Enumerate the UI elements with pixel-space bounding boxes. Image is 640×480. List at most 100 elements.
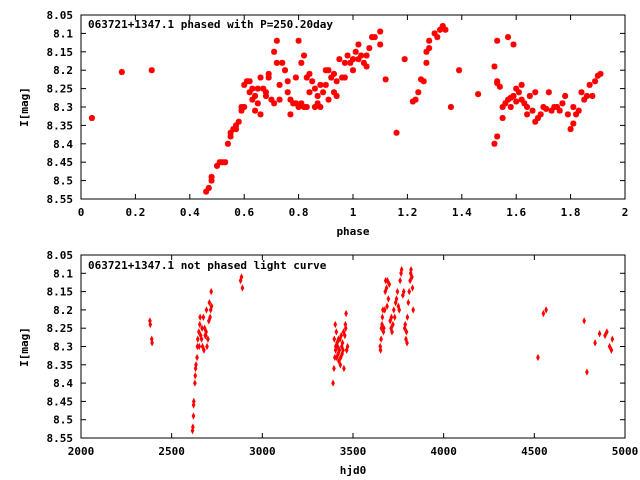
data-point bbox=[195, 335, 200, 343]
data-point bbox=[578, 89, 585, 96]
y-tick-label: 8.5 bbox=[53, 175, 73, 188]
data-point bbox=[403, 320, 408, 329]
data-point bbox=[343, 331, 347, 340]
data-point bbox=[306, 70, 313, 77]
data-point bbox=[191, 412, 196, 420]
data-point bbox=[610, 335, 615, 343]
y-tick-label: 8.15 bbox=[47, 46, 74, 59]
data-point bbox=[515, 89, 522, 96]
data-point bbox=[534, 115, 541, 122]
data-point bbox=[214, 162, 220, 169]
data-point bbox=[391, 306, 396, 314]
data-point bbox=[426, 45, 433, 52]
data-point bbox=[524, 111, 531, 118]
x-tick-label: 0.2 bbox=[125, 206, 145, 219]
data-point bbox=[385, 302, 389, 310]
data-point bbox=[529, 107, 536, 114]
data-point bbox=[195, 353, 199, 362]
phased-plot-panel: 0 0.2 0.4 0.6 0.8 1 1.2 1.4 1.6 1.8 2 8.058.18.158… bbox=[18, 9, 628, 238]
data-point bbox=[295, 37, 302, 44]
data-point bbox=[199, 335, 204, 343]
data-point bbox=[198, 313, 202, 321]
data-point bbox=[200, 324, 204, 332]
data-point bbox=[377, 41, 384, 48]
data-point bbox=[350, 67, 356, 74]
y-tick-label: 8.35 bbox=[47, 119, 74, 132]
data-point bbox=[197, 320, 202, 329]
data-point bbox=[273, 59, 280, 66]
data-point bbox=[505, 34, 512, 41]
data-point bbox=[513, 98, 520, 105]
data-point bbox=[238, 107, 245, 114]
data-point bbox=[405, 339, 409, 347]
x-tick-label: 2 bbox=[622, 206, 629, 219]
data-point bbox=[118, 69, 125, 76]
data-point bbox=[570, 104, 577, 110]
data-point bbox=[191, 397, 196, 406]
data-point bbox=[227, 129, 234, 136]
data-point bbox=[499, 104, 506, 110]
data-point bbox=[206, 335, 210, 343]
data-point bbox=[532, 89, 539, 96]
data-point bbox=[407, 287, 412, 296]
y-tick-label: 8.4 bbox=[53, 138, 73, 151]
data-point bbox=[392, 313, 397, 321]
data-point bbox=[431, 30, 438, 37]
data-point bbox=[334, 328, 339, 336]
data-point bbox=[386, 295, 391, 303]
data-point bbox=[347, 59, 354, 66]
data-points bbox=[88, 23, 604, 195]
data-point bbox=[397, 306, 402, 314]
data-point bbox=[298, 100, 305, 107]
data-point bbox=[439, 23, 446, 30]
x-tick-label: 1.8 bbox=[561, 206, 581, 219]
data-point bbox=[350, 56, 356, 63]
data-point bbox=[382, 306, 387, 314]
data-point bbox=[325, 67, 332, 74]
x-tick-label: 2500 bbox=[158, 445, 185, 458]
y-tick-label: 8.3 bbox=[53, 341, 73, 354]
data-point bbox=[532, 118, 539, 125]
data-point bbox=[224, 140, 231, 147]
data-point bbox=[203, 188, 210, 195]
data-point bbox=[204, 328, 208, 336]
data-point bbox=[222, 159, 229, 166]
x-tick-label: 1.4 bbox=[452, 206, 472, 219]
y-tick-label: 8.15 bbox=[47, 286, 74, 299]
data-point bbox=[494, 37, 501, 44]
data-point bbox=[227, 133, 234, 140]
unphased-plot-panel: 2000 2500 3000 3500 4000 4500 5000 8.05 8.1 8.15… bbox=[18, 249, 638, 477]
data-point bbox=[378, 346, 383, 354]
y-tick-label: 8.45 bbox=[47, 395, 74, 408]
y-tick-label: 8.35 bbox=[47, 359, 74, 372]
data-point bbox=[426, 37, 433, 44]
data-point bbox=[284, 89, 291, 96]
data-point bbox=[197, 342, 202, 351]
data-point bbox=[262, 89, 269, 96]
data-point bbox=[193, 379, 197, 387]
data-point bbox=[343, 324, 348, 332]
data-point bbox=[233, 122, 240, 129]
data-point bbox=[340, 339, 345, 347]
data-point bbox=[303, 74, 310, 81]
data-point bbox=[541, 309, 546, 318]
y-axis-label: I[mag] bbox=[18, 327, 31, 367]
data-point bbox=[191, 423, 195, 431]
x-tick-label: 0.6 bbox=[234, 206, 254, 219]
data-point bbox=[526, 92, 533, 99]
data-point bbox=[240, 284, 245, 292]
data-point bbox=[380, 313, 385, 321]
data-point bbox=[235, 118, 242, 125]
y-tick-label: 8.4 bbox=[53, 377, 73, 390]
data-point bbox=[404, 328, 409, 336]
x-tick-label: 0 bbox=[78, 206, 85, 219]
data-point bbox=[209, 287, 214, 296]
data-point bbox=[385, 276, 390, 285]
x-axis-label: hjd0 bbox=[340, 464, 367, 477]
data-point bbox=[543, 105, 550, 112]
data-points bbox=[148, 265, 615, 435]
data-point bbox=[252, 107, 259, 114]
data-point bbox=[387, 280, 392, 288]
data-point bbox=[513, 85, 520, 92]
data-point bbox=[491, 63, 498, 70]
